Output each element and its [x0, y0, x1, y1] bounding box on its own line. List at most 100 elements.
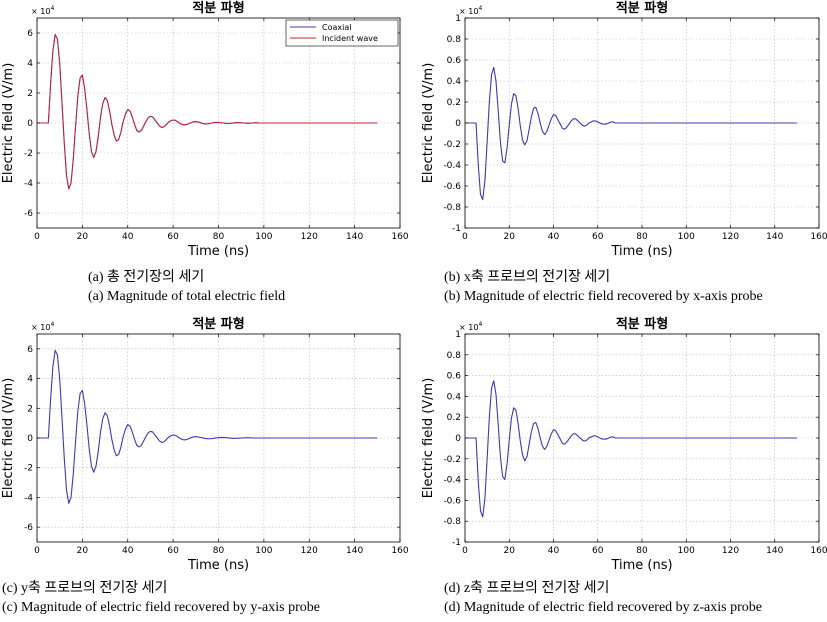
- y-tick-label: -0.6: [443, 182, 461, 192]
- y-tick-label: 0.2: [447, 98, 461, 108]
- y-tick-label: 0: [27, 434, 33, 444]
- x-tick-label: 0: [462, 232, 468, 242]
- y-multiplier-label: × 104: [31, 321, 54, 332]
- x-tick-label: 140: [346, 546, 363, 556]
- x-tick-label: 60: [592, 546, 604, 556]
- x-tick-label: 80: [636, 546, 648, 556]
- y-tick-label: 0: [455, 434, 461, 444]
- x-tick-label: 160: [391, 232, 408, 242]
- x-tick-label: 40: [548, 546, 560, 556]
- x-axis-title: Time (ns): [610, 244, 672, 259]
- y-tick-label: 1: [455, 330, 461, 340]
- y-tick-label: -1: [452, 224, 461, 234]
- x-tick-label: 60: [592, 232, 604, 242]
- y-tick-label: -4: [24, 493, 33, 503]
- x-tick-label: 120: [722, 232, 739, 242]
- y-tick-label: 0.4: [447, 392, 462, 402]
- caption-korean-c: (c) y축 프로브의 전기장 세기: [2, 581, 168, 596]
- y-tick-label: 2: [27, 89, 33, 99]
- x-tick-label: 120: [301, 232, 318, 242]
- x-tick-label: 0: [462, 546, 468, 556]
- y-tick-label: -2: [24, 149, 33, 159]
- series-line-1: [465, 380, 797, 518]
- x-tick-label: 100: [678, 232, 695, 242]
- figure-panel-c: 0 20 40 60 80 100 120 140 160 -6 -4 -2 0 2 4 6 × 104 적분 파…: [0, 311, 413, 622]
- y-tick-label: 4: [27, 375, 33, 385]
- y-tick-label: 0.8: [447, 35, 462, 45]
- figure-panel-d: 0 20 40 60 80 100 120 140 160 -1 -0.8 -0.6 -0.4 -0.2 0…: [414, 311, 827, 622]
- y-tick-label: -6: [24, 523, 33, 533]
- legend-label: Incident wave: [322, 34, 378, 43]
- legend-label: Coaxial: [322, 23, 351, 32]
- y-multiplier-label: × 104: [459, 5, 482, 16]
- caption-english-d: (d) Magnitude of electric field recovere…: [444, 600, 762, 615]
- caption-english-b: (b) Magnitude of electric field recovere…: [444, 289, 763, 304]
- y-tick-label: 0.2: [447, 413, 461, 423]
- y-tick-label: -4: [24, 179, 33, 189]
- chart-c: 0 20 40 60 80 100 120 140 160 -6 -4 -2 0 2 4 6 × 104 적분 파…: [1, 316, 409, 573]
- chart-title: 적분 파형: [616, 316, 668, 332]
- y-tick-label: 1: [455, 14, 461, 24]
- y-tick-label: -0.2: [443, 455, 461, 465]
- x-tick-label: 160: [810, 232, 827, 242]
- y-axis-title: Electric field (V/m): [421, 63, 436, 184]
- x-tick-label: 120: [301, 546, 318, 556]
- x-tick-label: 80: [213, 546, 225, 556]
- x-tick-label: 20: [504, 546, 516, 556]
- figure-panel-b: 0 20 40 60 80 100 120 140 160 -1 -0.8 -0.6 -0.4 -0.2 0…: [414, 0, 827, 311]
- y-tick-label: 6: [27, 345, 33, 355]
- y-tick-label: 0: [27, 119, 33, 129]
- caption-korean-d: (d) z축 프로브의 전기장 세기: [444, 581, 610, 596]
- y-tick-label: 2: [27, 404, 33, 414]
- x-tick-label: 20: [77, 546, 89, 556]
- x-tick-label: 100: [255, 232, 272, 242]
- y-tick-label: -0.8: [443, 203, 461, 213]
- legend-box: [285, 19, 399, 47]
- y-tick-label: 0.6: [447, 56, 462, 66]
- x-tick-label: 0: [34, 546, 40, 556]
- x-tick-label: 80: [636, 232, 648, 242]
- caption-english-c: (c) Magnitude of electric field recovere…: [2, 600, 320, 615]
- series-line-1: [37, 349, 378, 504]
- y-axis-title: Electric field (V/m): [1, 378, 16, 499]
- x-tick-label: 60: [167, 232, 179, 242]
- x-tick-label: 60: [167, 546, 179, 556]
- y-tick-label: -0.4: [443, 161, 461, 171]
- x-tick-label: 0: [34, 232, 40, 242]
- figure-panel-a: 0 20 40 60 80 100 120 140 160 -6 -4 -2 0 2 4 6 × 104 적분 파…: [0, 0, 413, 311]
- chart-title: 적분 파형: [616, 0, 668, 16]
- chart-title: 적분 파형: [192, 0, 244, 16]
- x-axis-title: Time (ns): [610, 558, 672, 573]
- chart-a: 0 20 40 60 80 100 120 140 160 -6 -4 -2 0 2 4 6 × 104 적분 파…: [1, 0, 409, 259]
- x-tick-label: 160: [810, 546, 827, 556]
- y-tick-label: -2: [24, 464, 33, 474]
- x-tick-label: 20: [77, 232, 89, 242]
- x-tick-label: 100: [678, 546, 695, 556]
- x-tick-label: 20: [504, 232, 516, 242]
- x-axis-title: Time (ns): [187, 558, 249, 573]
- x-tick-label: 140: [766, 546, 783, 556]
- y-tick-label: -0.8: [443, 517, 461, 527]
- y-tick-label: -1: [452, 538, 461, 548]
- caption-english-a: (a) Magnitude of total electric field: [88, 289, 286, 304]
- x-tick-label: 120: [722, 546, 739, 556]
- series-line-1: [465, 66, 797, 201]
- caption-korean-b: (b) x축 프로브의 전기장 세기: [444, 270, 611, 285]
- y-tick-label: 4: [27, 59, 33, 69]
- x-tick-label: 140: [346, 232, 363, 242]
- series-line-incident-wave: [37, 34, 378, 190]
- y-multiplier-label: × 104: [31, 5, 54, 16]
- y-tick-label: -0.6: [443, 496, 461, 506]
- y-tick-label: 0.4: [447, 77, 462, 87]
- y-tick-label: 0.6: [447, 372, 462, 382]
- x-tick-label: 40: [122, 546, 134, 556]
- y-tick-label: -0.4: [443, 476, 461, 486]
- chart-b: 0 20 40 60 80 100 120 140 160 -1 -0.8 -0.6 -0.4 -0.2 0…: [421, 0, 827, 259]
- x-tick-label: 140: [766, 232, 783, 242]
- y-tick-label: 0.8: [447, 351, 462, 361]
- y-axis-title: Electric field (V/m): [421, 378, 436, 499]
- y-tick-label: -6: [24, 209, 33, 219]
- y-tick-label: -0.2: [443, 140, 461, 150]
- x-axis-title: Time (ns): [187, 244, 249, 259]
- x-tick-label: 80: [213, 232, 225, 242]
